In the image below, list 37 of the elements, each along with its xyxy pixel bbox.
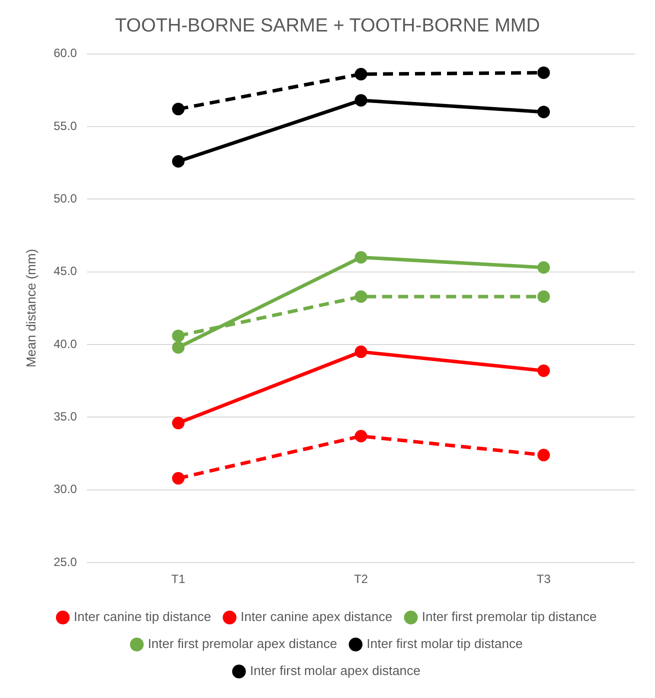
legend-label: Inter first premolar tip distance: [422, 609, 597, 624]
point: [172, 341, 185, 354]
point: [537, 364, 550, 377]
point: [354, 430, 368, 442]
point: [537, 448, 550, 462]
y-tick-label: 55.0: [54, 118, 78, 133]
point: [354, 68, 368, 80]
y-axis-title: Mean distance (mm): [23, 248, 38, 368]
point: [354, 94, 368, 107]
legend-label: Inter canine tip distance: [74, 609, 212, 624]
x-tick-label: T1: [171, 572, 186, 586]
point: [537, 106, 550, 118]
point: [354, 346, 368, 358]
y-tick-label: 25.0: [54, 554, 78, 569]
legend-label: Inter first molar tip distance: [366, 636, 523, 652]
point: [172, 472, 185, 485]
point: [172, 102, 185, 116]
point: [172, 155, 185, 168]
point: [172, 330, 185, 342]
point: [537, 66, 550, 79]
y-tick-label: 35.0: [54, 410, 78, 424]
x-tick-label: T2: [354, 572, 368, 586]
legend-label: Inter canine apex distance: [240, 609, 392, 624]
y-tick-label: 40.0: [54, 336, 78, 351]
point: [537, 261, 550, 274]
legend-label: Inter first premolar apex distance: [148, 636, 338, 652]
y-tick-label: 50.0: [54, 191, 78, 206]
x-tick-label: T3: [536, 572, 551, 586]
point: [172, 416, 185, 430]
y-tick-label: 60.0: [54, 46, 78, 60]
legend-label: Inter first molar apex distance: [250, 663, 421, 678]
y-tick-label: 30.0: [54, 482, 78, 496]
point: [354, 251, 368, 264]
point: [537, 290, 550, 303]
point: [354, 290, 368, 303]
y-tick-label: 45.0: [54, 264, 78, 278]
chart-title: TOOTH-BORNE SARME + TOOTH-BORNE MMD: [115, 16, 540, 37]
